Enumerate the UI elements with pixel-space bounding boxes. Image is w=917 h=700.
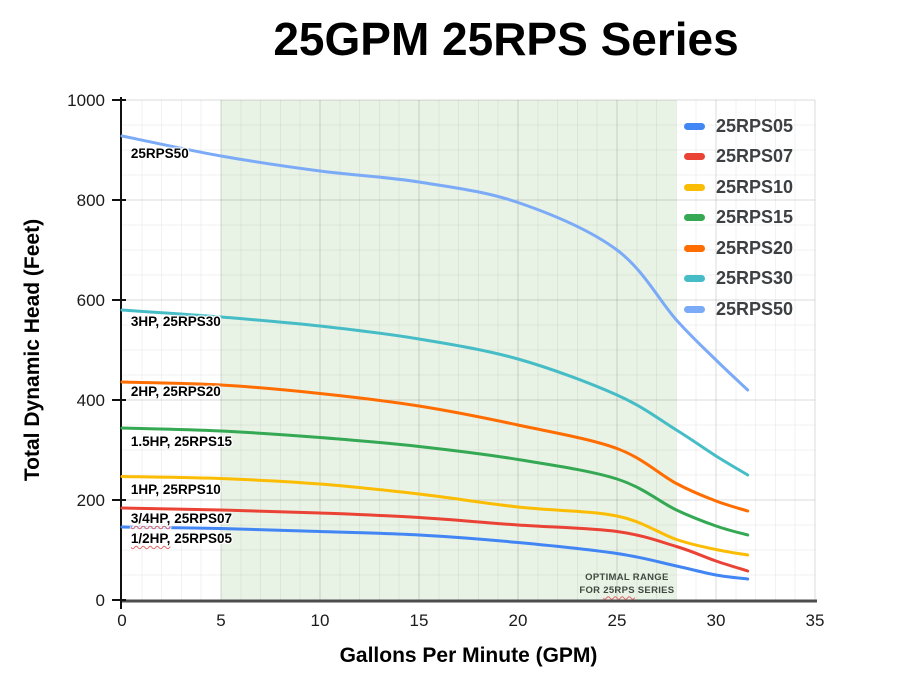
x-tick-label: 30 (707, 611, 726, 630)
curve-25RPS20 (120, 380, 750, 513)
curve-25RPS15 (120, 426, 750, 537)
x-axis-title: Gallons Per Minute (GPM) (339, 644, 598, 667)
x-tick-label: 35 (806, 611, 825, 630)
curve-25RPS10 (120, 475, 750, 557)
curve-25RPS30 (120, 308, 750, 477)
x-tick-label: 10 (311, 611, 330, 630)
curve-25RPS07 (120, 506, 750, 573)
optimal-range-band (221, 100, 677, 600)
y-tick-label: 0 (96, 591, 105, 610)
curve-25RPS05 (120, 525, 750, 581)
x-tick-label: 20 (509, 611, 528, 630)
curve-25RPS50 (120, 134, 750, 392)
y-tick-label: 200 (77, 491, 105, 510)
y-tick-label: 400 (77, 391, 105, 410)
chart-title: 25GPM 25RPS Series (273, 13, 739, 65)
y-tick-label: 800 (77, 191, 105, 210)
y-tick-label: 600 (77, 291, 105, 310)
x-tick-label: 25 (608, 611, 627, 630)
x-tick-label: 15 (410, 611, 429, 630)
x-tick-label: 0 (117, 611, 126, 630)
y-tick-label: 1000 (67, 91, 105, 110)
x-tick-label: 5 (216, 611, 225, 630)
